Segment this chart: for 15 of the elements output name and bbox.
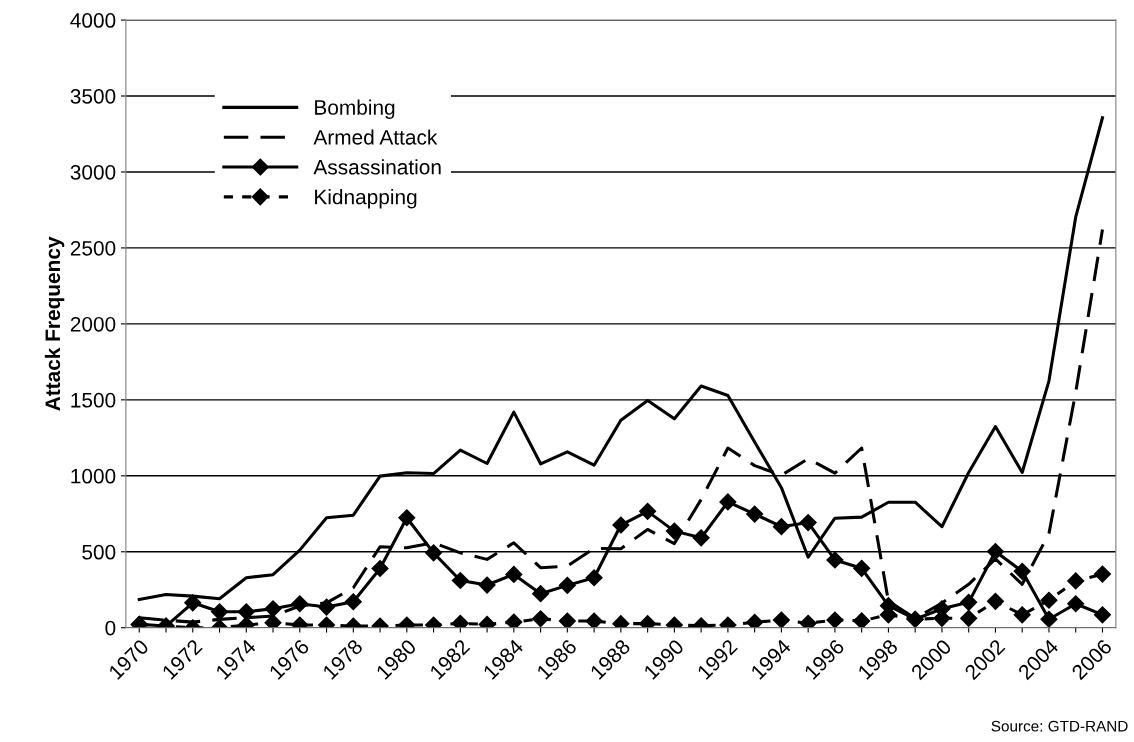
y-tick-label: 3500 <box>70 89 116 104</box>
legend-label: Assassination <box>313 159 441 175</box>
y-tick-label: 500 <box>82 544 116 560</box>
y-tick-label: 1500 <box>71 392 116 408</box>
legend-label: Kidnapping <box>315 189 417 209</box>
y-tick-label: 2500 <box>70 240 116 256</box>
legend-label: Bombing <box>315 99 395 119</box>
y-tick-label: 0 <box>105 620 116 636</box>
source-note: Source: GTD-RAND <box>991 720 1128 732</box>
y-tick-label: 4000 <box>70 13 116 28</box>
y-axis-title: Attack Frequency <box>44 236 65 411</box>
y-tick-label: 2000 <box>70 316 116 332</box>
y-tick-label: 1000 <box>71 468 116 484</box>
legend-label: Armed Attack <box>313 129 438 145</box>
y-tick-label: 3000 <box>70 164 116 180</box>
